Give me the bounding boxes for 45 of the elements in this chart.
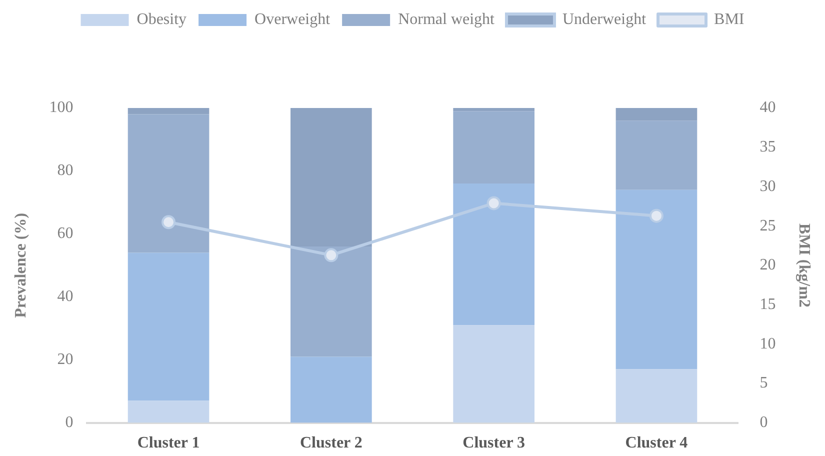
bar [616, 369, 698, 423]
x-tick-label: Cluster 2 [300, 434, 362, 452]
legend-label: Obesity [136, 11, 187, 28]
point [486, 196, 501, 210]
bar [290, 108, 372, 247]
point [324, 248, 338, 262]
y-tick-label: 100 [49, 99, 74, 116]
y2-tick-label: 35 [760, 138, 776, 156]
y-axis-title: Prevalence (%) [12, 212, 30, 318]
bar [290, 356, 372, 423]
y-tick-label: 40 [57, 288, 74, 306]
bar [128, 252, 210, 401]
y2-tick-label: 15 [760, 296, 776, 313]
y2-tick-label: 0 [760, 414, 768, 432]
bar [616, 120, 698, 190]
bar [616, 190, 698, 370]
point [162, 215, 176, 230]
point [649, 208, 664, 223]
y2-tick-label: 20 [760, 256, 776, 274]
bar [453, 111, 534, 184]
y2-tick-label: 5 [760, 374, 768, 392]
y2-tick-label: 40 [760, 99, 776, 116]
bar [453, 184, 534, 326]
y-tick-label: 60 [57, 225, 74, 242]
y2-tick-label: 25 [760, 217, 776, 234]
bar [128, 108, 210, 114]
bar [453, 108, 534, 112]
y2-tick-label: 30 [760, 178, 776, 195]
y-tick-label: 0 [65, 414, 74, 432]
legend-label: Normal weight [398, 11, 496, 28]
x-tick-label: Cluster 4 [625, 434, 688, 452]
x-tick-label: Cluster 1 [137, 434, 200, 452]
legend-label: Underweight [562, 11, 647, 28]
y-tick-label: 80 [57, 162, 74, 180]
y2-axis-title: BMI (kg/m2 [795, 223, 812, 308]
legend-label: Overweight [254, 11, 331, 28]
bar [128, 114, 210, 253]
bar [616, 108, 698, 121]
bar [128, 400, 210, 423]
bar [453, 325, 534, 423]
legend-label: BMI [714, 11, 744, 28]
y2-tick-label: 10 [760, 335, 776, 352]
y-tick-label: 20 [57, 351, 74, 368]
bar [290, 246, 372, 357]
x-tick-label: Cluster 3 [462, 434, 526, 452]
